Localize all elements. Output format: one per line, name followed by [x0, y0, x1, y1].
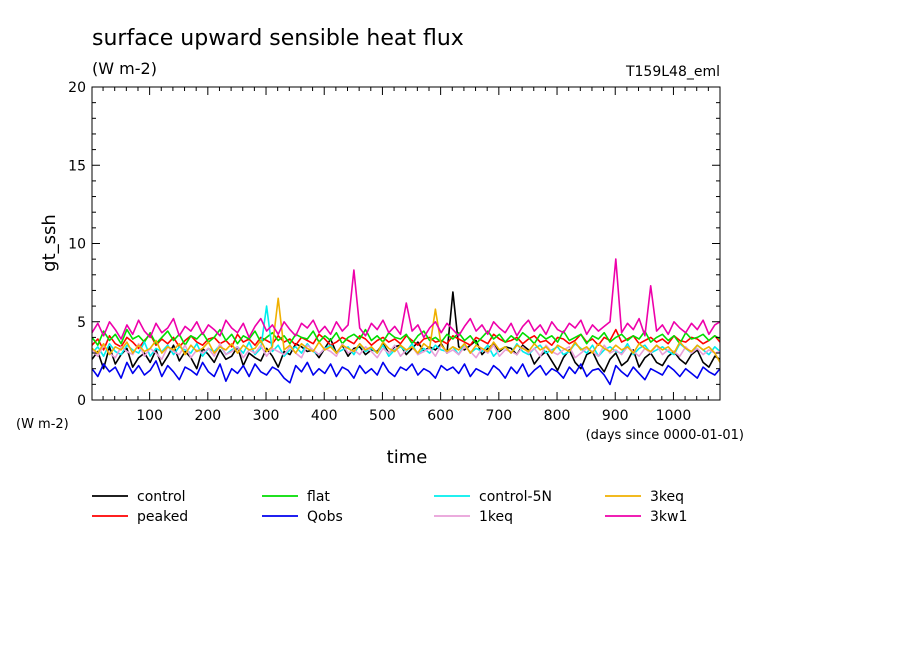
x-tick-label: 100 [136, 408, 163, 424]
x-axis-units: (days since 0000-01-01) [586, 428, 744, 443]
series-line-3keq [91, 297, 721, 363]
x-tick-label: 600 [427, 408, 454, 424]
legend-item: 3kw1 [605, 509, 687, 525]
legend-label: 3kw1 [650, 509, 687, 525]
legend-item: flat [262, 489, 330, 505]
y-tick-label: 15 [68, 158, 86, 174]
axis-layer: 100 200 300 400 500 600 700 800 900 1000 0 5 10 15 20 [68, 80, 720, 424]
y-axis-units: (W m-2) [16, 417, 69, 432]
y-tick-label: 5 [77, 315, 86, 331]
y-axis-label: gt_ssh [39, 214, 60, 272]
plot-frame [91, 86, 721, 401]
legend-item: Qobs [262, 509, 343, 525]
x-tick-label: 500 [369, 408, 396, 424]
legend-item: control-5N [434, 489, 552, 505]
chart-title: surface upward sensible heat flux [92, 26, 464, 51]
x-tick-label: 300 [253, 408, 280, 424]
x-tick-label: 900 [602, 408, 629, 424]
legend-item: 1keq [434, 509, 513, 525]
legend-label: control [137, 489, 186, 505]
x-tick-label: 200 [194, 408, 221, 424]
experiment-label: T159L48_eml [625, 64, 720, 80]
series-line-3kw1 [91, 258, 721, 340]
legend-item: control [92, 489, 186, 505]
series-line-flat [91, 328, 721, 347]
legend: control peaked flat Qobs control-5N 1keq 3keq 3… [92, 489, 687, 525]
x-tick-label: 800 [544, 408, 571, 424]
chart-units: (W m-2) [92, 59, 157, 78]
legend-item: 3keq [605, 489, 684, 505]
legend-label: peaked [137, 509, 188, 525]
x-tick-label: 700 [485, 408, 512, 424]
x-tick-label: 1000 [656, 408, 692, 424]
legend-label: 1keq [479, 509, 513, 525]
series-line-control [91, 291, 721, 373]
series-layer [91, 258, 721, 386]
legend-item: peaked [92, 509, 188, 525]
legend-label: Qobs [307, 509, 343, 525]
x-tick-label: 400 [311, 408, 338, 424]
legend-label: 3keq [650, 489, 684, 505]
series-line-control-5n [91, 305, 721, 358]
legend-label: flat [307, 489, 330, 505]
y-tick-label: 20 [68, 80, 86, 96]
y-tick-label: 0 [77, 393, 86, 409]
legend-label: control-5N [479, 489, 552, 505]
series-line-qobs [91, 360, 721, 386]
x-axis-label: time [387, 447, 428, 468]
y-tick-label: 10 [68, 237, 86, 253]
